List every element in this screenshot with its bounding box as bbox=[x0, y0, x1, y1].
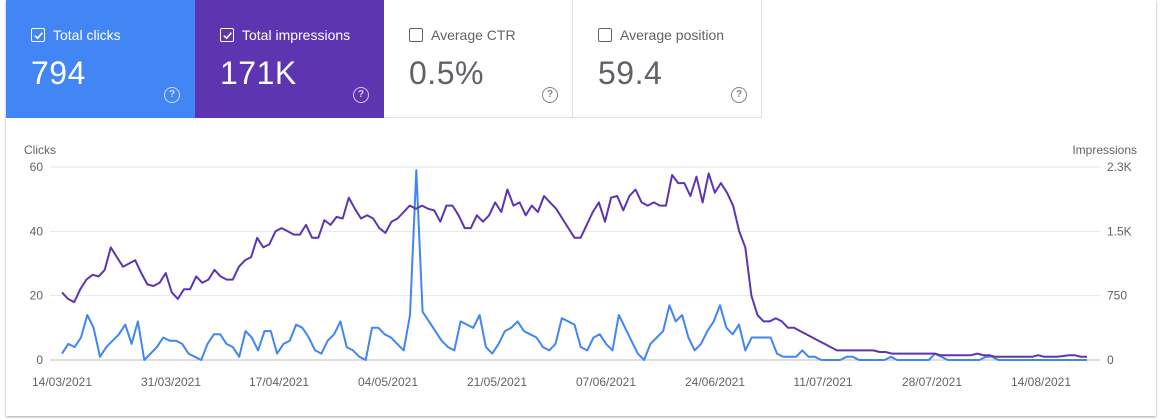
metric-value: 171K bbox=[220, 55, 297, 91]
right-tick-label: 1.5K bbox=[1107, 224, 1132, 238]
metric-value: 0.5% bbox=[409, 55, 484, 91]
series-lines bbox=[61, 169, 1087, 361]
checkbox-checked-icon[interactable] bbox=[31, 28, 45, 42]
left-tick-label: 20 bbox=[30, 289, 44, 303]
metric-card-total-impressions[interactable]: Total impressions 171K ? bbox=[195, 0, 384, 118]
help-icon[interactable]: ? bbox=[164, 87, 180, 103]
x-tick-label: 24/06/2021 bbox=[685, 375, 745, 389]
metric-label: Total clicks bbox=[53, 27, 121, 43]
series-line-impressions bbox=[61, 172, 1087, 358]
right-tick-label: 0 bbox=[1107, 353, 1114, 367]
metric-value: 59.4 bbox=[598, 55, 663, 91]
x-tick-label: 17/04/2021 bbox=[249, 375, 309, 389]
checkbox-unchecked-icon[interactable] bbox=[409, 28, 423, 42]
x-tick-label: 14/08/2021 bbox=[1011, 375, 1071, 389]
x-tick-label: 07/06/2021 bbox=[576, 375, 636, 389]
right-tick-label: 750 bbox=[1107, 289, 1127, 303]
x-tick-label: 31/03/2021 bbox=[141, 375, 201, 389]
left-tick-label: 0 bbox=[36, 353, 43, 367]
x-tick-label: 11/07/2021 bbox=[793, 375, 852, 389]
checkbox-checked-icon[interactable] bbox=[220, 28, 234, 42]
x-tick-label: 04/05/2021 bbox=[358, 375, 418, 389]
checkbox-unchecked-icon[interactable] bbox=[598, 28, 612, 42]
metric-card-total-clicks[interactable]: Total clicks 794 ? bbox=[6, 0, 195, 118]
left-tick-label: 60 bbox=[30, 160, 44, 174]
left-tick-label: 40 bbox=[30, 224, 44, 238]
metric-value: 794 bbox=[31, 55, 86, 91]
metric-card-average-ctr[interactable]: Average CTR 0.5% ? bbox=[384, 0, 573, 118]
x-tick-label: 28/07/2021 bbox=[902, 375, 962, 389]
left-axis-title: Clicks bbox=[24, 143, 56, 157]
help-icon[interactable]: ? bbox=[542, 87, 558, 103]
x-tick-label: 21/05/2021 bbox=[467, 375, 527, 389]
metric-label: Average position bbox=[620, 27, 725, 43]
right-axis-title: Impressions bbox=[1072, 143, 1137, 157]
right-tick-label: 2.3K bbox=[1107, 160, 1132, 174]
metric-cards: Total clicks 794 ? Total impressions 171… bbox=[6, 0, 762, 118]
gridlines bbox=[50, 166, 1100, 361]
metric-card-average-position[interactable]: Average position 59.4 ? bbox=[573, 0, 762, 118]
right-axis-ticks: 0 750 1.5K 2.3K bbox=[1107, 160, 1132, 367]
metric-label: Total impressions bbox=[242, 27, 351, 43]
x-axis-ticks: 14/03/2021 31/03/2021 17/04/2021 04/05/2021… bbox=[32, 375, 1071, 389]
metric-label: Average CTR bbox=[431, 27, 516, 43]
x-tick-label: 14/03/2021 bbox=[32, 375, 92, 389]
series-line-clicks bbox=[61, 169, 1087, 361]
left-axis-ticks: 0 20 40 60 bbox=[30, 160, 44, 367]
help-icon[interactable]: ? bbox=[353, 87, 369, 103]
help-icon[interactable]: ? bbox=[731, 87, 747, 103]
